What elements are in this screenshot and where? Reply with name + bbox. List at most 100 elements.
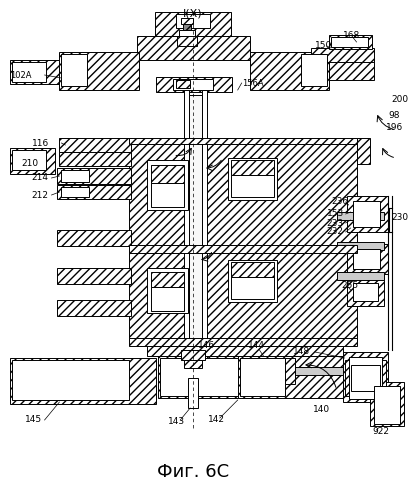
Text: 148: 148 — [293, 348, 310, 356]
Bar — [331, 37, 368, 47]
Bar — [184, 360, 202, 368]
Bar — [356, 138, 370, 164]
Bar — [186, 362, 200, 366]
Bar — [356, 253, 370, 303]
Bar — [231, 175, 274, 197]
Bar — [179, 30, 195, 38]
Bar — [147, 346, 343, 356]
Text: 230: 230 — [391, 214, 408, 222]
Text: 142: 142 — [208, 416, 225, 424]
Bar — [353, 249, 380, 269]
Bar — [59, 152, 131, 166]
Text: Фиг. 6С: Фиг. 6С — [157, 463, 229, 481]
Bar — [231, 160, 274, 175]
Text: 922: 922 — [372, 428, 389, 436]
Bar — [370, 382, 404, 426]
Bar — [10, 148, 56, 174]
Bar — [337, 272, 384, 280]
Bar — [160, 358, 238, 396]
Bar — [57, 230, 131, 246]
Text: 210: 210 — [22, 158, 39, 168]
Text: 214: 214 — [32, 174, 49, 182]
Text: I(X): I(X) — [183, 8, 203, 18]
Bar — [228, 260, 277, 302]
Bar — [287, 367, 343, 375]
Bar — [337, 212, 384, 220]
Bar — [346, 278, 384, 306]
Bar — [285, 358, 295, 384]
Bar — [184, 352, 202, 360]
Bar — [129, 253, 356, 341]
Bar — [159, 356, 238, 398]
Text: 150: 150 — [315, 42, 332, 50]
Text: 168: 168 — [343, 32, 360, 40]
Bar — [231, 277, 274, 299]
Bar — [57, 268, 131, 284]
Bar — [57, 185, 131, 199]
Text: 200: 200 — [391, 96, 408, 104]
Bar — [177, 36, 197, 46]
Bar — [59, 138, 131, 152]
Bar — [188, 378, 198, 408]
Bar — [173, 79, 213, 90]
Bar — [238, 356, 346, 398]
Bar — [150, 165, 184, 183]
Bar — [346, 244, 388, 274]
Bar — [57, 300, 131, 316]
Text: 146: 146 — [198, 342, 215, 350]
Bar — [150, 183, 184, 207]
Bar — [353, 201, 380, 227]
Bar — [231, 262, 274, 277]
Bar — [129, 338, 356, 346]
Bar — [343, 352, 388, 402]
Text: 144: 144 — [248, 340, 265, 349]
Bar — [137, 36, 250, 60]
Text: 145: 145 — [25, 416, 42, 424]
Bar — [353, 283, 378, 301]
Text: 102A: 102A — [10, 70, 31, 80]
Text: 140: 140 — [313, 406, 330, 414]
Bar — [228, 158, 277, 200]
Bar — [375, 386, 400, 424]
Text: 255: 255 — [342, 280, 359, 289]
Text: 233: 233 — [327, 218, 344, 228]
Bar — [181, 18, 193, 24]
Text: 212: 212 — [32, 190, 49, 200]
Bar — [351, 365, 380, 391]
Bar — [311, 48, 375, 62]
Bar — [176, 80, 190, 88]
Bar — [10, 358, 157, 404]
Bar — [57, 168, 131, 184]
Bar — [346, 196, 388, 232]
Text: 116: 116 — [32, 138, 49, 147]
Bar — [61, 54, 87, 86]
Bar — [184, 90, 189, 370]
Bar — [150, 272, 184, 287]
Bar — [155, 12, 231, 36]
Text: 196: 196 — [386, 122, 403, 132]
Bar — [61, 187, 89, 197]
Bar — [59, 52, 139, 90]
Text: 98: 98 — [388, 110, 400, 120]
Bar — [12, 150, 46, 170]
Bar — [10, 60, 59, 84]
Bar — [345, 360, 386, 396]
Bar — [129, 140, 356, 248]
Bar — [12, 62, 46, 82]
Bar — [301, 54, 327, 86]
Text: 156A: 156A — [242, 78, 263, 88]
Bar — [157, 77, 232, 92]
Bar — [147, 268, 188, 313]
Bar — [129, 245, 356, 253]
Bar — [183, 24, 191, 30]
Bar — [202, 90, 207, 370]
Bar — [189, 95, 202, 365]
Bar — [129, 138, 356, 144]
Bar — [176, 14, 210, 28]
Bar — [329, 35, 372, 49]
Text: 143: 143 — [169, 418, 185, 426]
Bar — [61, 170, 89, 182]
Bar — [181, 350, 205, 360]
Text: 153: 153 — [327, 210, 344, 218]
Text: 236: 236 — [332, 198, 349, 206]
